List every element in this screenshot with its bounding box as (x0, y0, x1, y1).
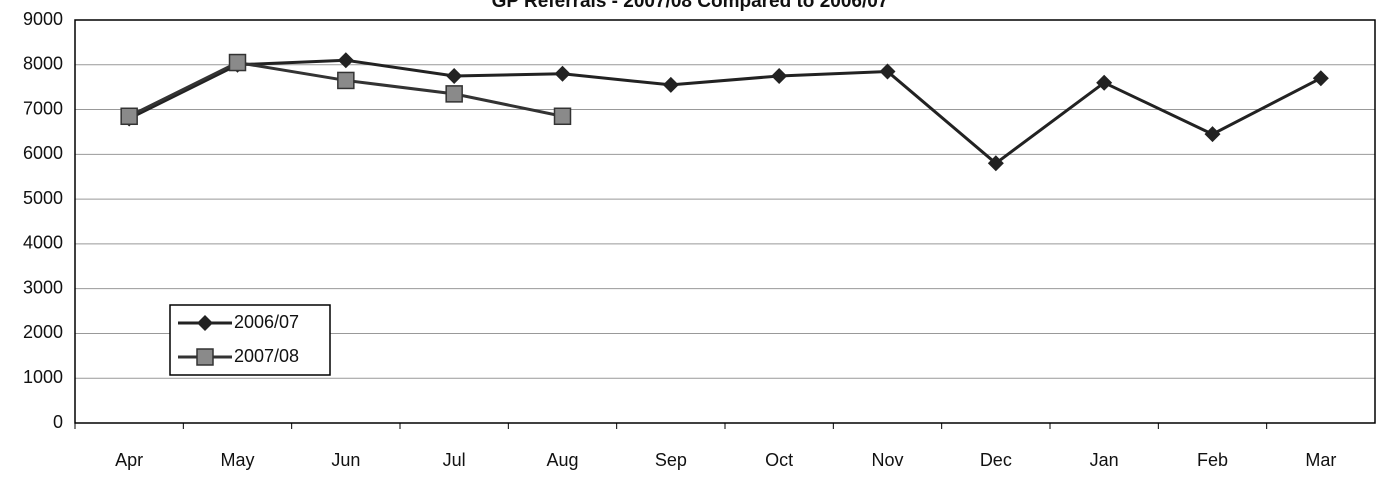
x-tick-label: Jul (443, 450, 466, 470)
marker (1096, 74, 1113, 91)
x-tick-label: Sep (655, 450, 687, 470)
marker (771, 67, 788, 84)
chart-title: GP Referrals - 2007/08 Compared to 2006/… (492, 0, 889, 12)
marker (1204, 126, 1221, 143)
marker (196, 348, 214, 366)
x-tick-label: Dec (980, 450, 1012, 470)
x-tick-label: May (220, 450, 254, 470)
marker (553, 107, 572, 126)
legend-label: 2006/07 (234, 312, 299, 332)
y-tick-label: 7000 (23, 98, 63, 118)
x-tick-label: Mar (1305, 450, 1336, 470)
x-tick-label: Aug (546, 450, 578, 470)
marker (987, 155, 1004, 172)
y-tick-label: 4000 (23, 233, 63, 253)
marker (197, 315, 213, 331)
y-tick-label: 8000 (23, 54, 63, 74)
marker (228, 53, 247, 72)
x-tick-label: Nov (871, 450, 903, 470)
marker (879, 63, 896, 80)
marker (1312, 70, 1329, 87)
marker (120, 107, 138, 126)
legend-label: 2007/08 (234, 346, 299, 366)
y-tick-label: 1000 (23, 367, 63, 387)
marker (337, 71, 355, 90)
y-tick-label: 6000 (23, 143, 63, 163)
x-tick-label: Feb (1197, 450, 1228, 470)
x-tick-label: Oct (765, 450, 793, 470)
x-tick-label: Jun (331, 450, 360, 470)
y-tick-label: 2000 (23, 322, 63, 342)
x-tick-label: Apr (115, 450, 143, 470)
marker (554, 65, 571, 82)
y-tick-label: 3000 (23, 277, 63, 297)
y-tick-label: 9000 (23, 9, 63, 29)
y-tick-label: 0 (53, 412, 63, 432)
marker (446, 67, 463, 84)
marker (662, 76, 679, 93)
series-line (128, 58, 1322, 166)
marker (445, 85, 463, 103)
marker (337, 52, 354, 69)
x-tick-label: Jan (1090, 450, 1119, 470)
y-tick-label: 5000 (23, 188, 63, 208)
series-line (128, 60, 563, 118)
